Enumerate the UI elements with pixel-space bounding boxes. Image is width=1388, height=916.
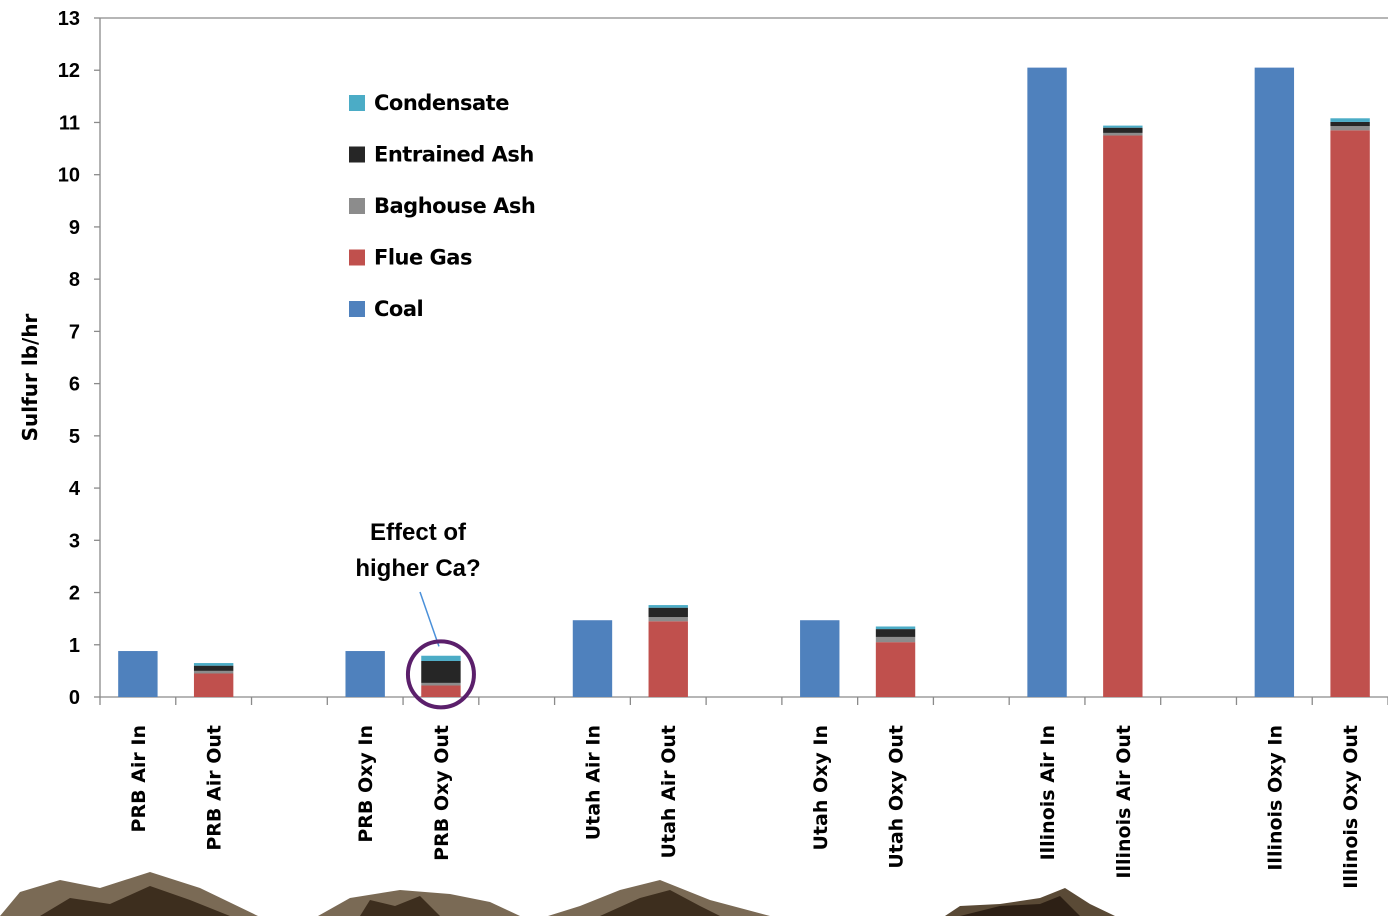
bar-illinois-oxy-out-condensate — [1330, 118, 1370, 122]
legend-swatch-baghouse-ash — [349, 198, 365, 214]
y-tick-label-9: 9 — [69, 217, 80, 239]
annotation-highlight-circle — [405, 639, 476, 710]
bar-prb-oxy-out-baghouse-ash — [421, 682, 461, 686]
y-tick-label-3: 3 — [69, 530, 80, 552]
y-tick-label-8: 8 — [69, 269, 80, 291]
bar-illinois-air-out-flue-gas — [1103, 135, 1143, 697]
y-tick-label-5: 5 — [69, 426, 80, 448]
bar-illinois-oxy-out-baghouse-ash — [1330, 126, 1370, 131]
legend-label-entrained-ash: Entrained Ash — [374, 143, 534, 167]
y-tick-label-12: 12 — [58, 60, 80, 82]
legend-label-condensate: Condensate — [374, 91, 509, 115]
annotation: Effect of higher Ca? — [355, 519, 481, 710]
x-tick-label-illinois-oxy-in: Illinois Oxy In — [1264, 725, 1286, 871]
legend-swatch-condensate — [349, 95, 365, 111]
bar-prb-oxy-out-condensate — [421, 655, 461, 661]
bar-illinois-air-out-baghouse-ash — [1103, 132, 1143, 136]
x-tick-label-illinois-air-in: Illinois Air In — [1037, 725, 1059, 860]
bar-prb-air-out-entrained-ash — [193, 665, 234, 671]
x-tick-label-utah-oxy-in: Utah Oxy In — [810, 725, 832, 850]
x-tick-label-utah-oxy-out: Utah Oxy Out — [886, 725, 908, 869]
y-tick-label-11: 11 — [59, 112, 80, 134]
bar-utah-oxy-out-condensate — [875, 626, 916, 630]
x-tick-label-prb-oxy-in: PRB Oxy In — [355, 725, 377, 843]
y-tick-label-2: 2 — [69, 583, 80, 605]
bar-prb-oxy-in-coal — [345, 651, 385, 697]
annotation-leader-line — [419, 591, 440, 647]
rock-shape-4-shadow — [960, 896, 1080, 916]
bar-utah-air-out-condensate — [648, 605, 688, 608]
bar-utah-oxy-out-baghouse-ash — [875, 636, 916, 643]
x-tick-label-illinois-oxy-out: Illinois Oxy Out — [1340, 725, 1362, 889]
x-tick-label-prb-oxy-out: PRB Oxy Out — [431, 725, 453, 861]
legend-swatch-entrained-ash — [349, 146, 365, 163]
bar-illinois-air-out-entrained-ash — [1103, 127, 1143, 133]
legend-swatch-coal — [349, 301, 365, 317]
bar-utah-air-out-flue-gas — [648, 621, 688, 697]
bar-prb-oxy-out-flue-gas — [421, 685, 461, 697]
bar-illinois-air-in-coal — [1027, 67, 1067, 697]
bar-illinois-oxy-out-flue-gas — [1330, 130, 1370, 698]
bar-utah-oxy-out-entrained-ash — [875, 629, 916, 637]
y-tick-label-0: 0 — [69, 687, 80, 709]
bar-illinois-air-out-condensate — [1103, 125, 1143, 128]
bar-utah-air-out-entrained-ash — [648, 607, 688, 618]
bar-illinois-oxy-in-coal — [1254, 67, 1295, 697]
annotation-text-line-1: Effect of — [370, 519, 467, 546]
legend-label-flue-gas: Flue Gas — [374, 246, 472, 270]
x-tick-label-prb-air-out: PRB Air Out — [204, 725, 226, 851]
bar-prb-air-in-coal — [118, 651, 158, 697]
legend: Condensate Entrained Ash Baghouse Ash Flue … — [349, 91, 536, 321]
legend-label-coal: Coal — [374, 297, 423, 321]
y-axis-title: Sulfur lb/hr — [18, 313, 42, 441]
bar-prb-oxy-out-entrained-ash — [421, 660, 461, 683]
x-axis-labels: PRB Air In PRB Air Out PRB Oxy In PRB Oxy O… — [128, 725, 1362, 889]
y-tick-label-6: 6 — [69, 374, 80, 396]
bar-prb-air-out-flue-gas — [193, 673, 234, 697]
bar-prb-air-out-baghouse-ash — [193, 670, 234, 674]
legend-swatch-flue-gas — [349, 249, 365, 266]
bar-utah-oxy-in-coal — [800, 620, 840, 697]
bar-prb-air-out-condensate — [193, 663, 234, 666]
bar-illinois-oxy-out-entrained-ash — [1330, 121, 1370, 127]
y-tick-label-13: 13 — [58, 8, 80, 30]
y-tick-label-10: 10 — [58, 165, 80, 187]
legend-label-baghouse-ash: Baghouse Ash — [374, 194, 535, 218]
decorative-rock-illustrations — [0, 872, 1115, 916]
y-tick-label-7: 7 — [69, 321, 80, 343]
bars — [118, 67, 1370, 698]
x-tick-label-utah-air-out: Utah Air Out — [658, 725, 680, 858]
y-tick-label-1: 1 — [69, 635, 80, 657]
annotation-text-line-2: higher Ca? — [355, 555, 480, 582]
x-tick-label-illinois-air-out: Illinois Air Out — [1113, 725, 1135, 879]
x-tick-label-prb-air-in: PRB Air In — [128, 725, 150, 832]
x-tick-label-utah-air-in: Utah Air In — [582, 725, 604, 840]
bar-utah-air-out-baghouse-ash — [648, 617, 688, 622]
bar-utah-oxy-out-flue-gas — [875, 642, 916, 697]
bar-utah-air-in-coal — [572, 620, 613, 697]
y-tick-label-4: 4 — [69, 478, 81, 500]
rock-shape-2-shadow — [360, 896, 440, 916]
rock-shape-3-shadow — [600, 890, 720, 916]
rock-shape-1-shadow — [40, 886, 230, 916]
